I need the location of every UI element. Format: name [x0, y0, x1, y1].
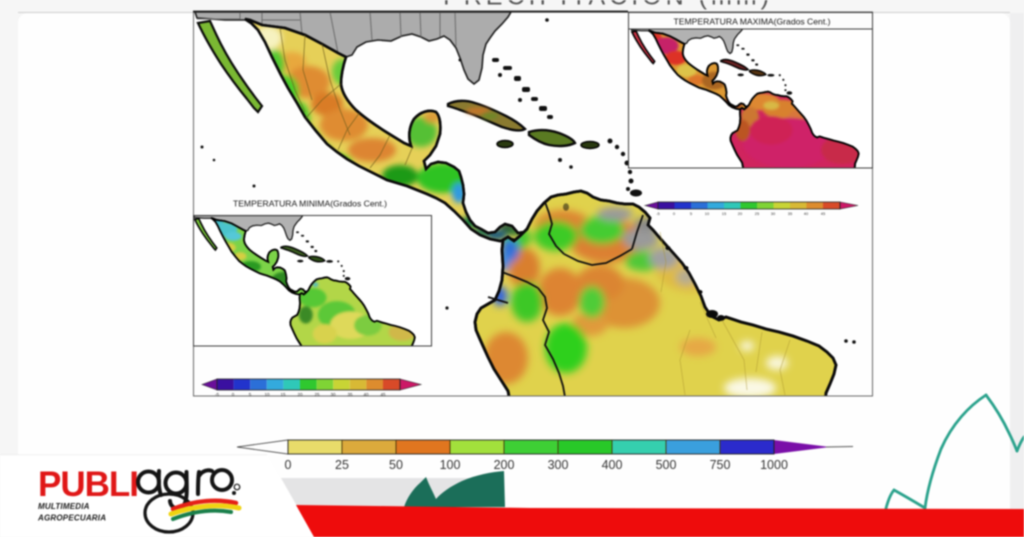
svg-text:200: 200 — [494, 458, 515, 472]
svg-text:PRECIPITACION (mm): PRECIPITACION (mm) — [443, 0, 773, 11]
svg-text:25: 25 — [335, 458, 349, 472]
svg-text:0: 0 — [673, 211, 676, 216]
svg-text:0: 0 — [232, 392, 235, 397]
svg-text:-5: -5 — [656, 211, 660, 216]
svg-text:30: 30 — [330, 392, 336, 397]
svg-text:45: 45 — [821, 211, 826, 216]
svg-text:0: 0 — [285, 458, 292, 472]
svg-text:15: 15 — [722, 211, 727, 216]
svg-text:TEMPERATURA MINIMA(Grados Ce: TEMPERATURA MINIMA(Grados Cent.) — [233, 199, 387, 209]
svg-text:15: 15 — [280, 392, 286, 397]
svg-text:-5: -5 — [215, 392, 219, 397]
svg-text:25: 25 — [314, 392, 320, 397]
svg-text:20: 20 — [297, 392, 303, 397]
svg-text:500: 500 — [656, 458, 677, 472]
svg-text:5: 5 — [690, 211, 693, 216]
svg-text:20: 20 — [738, 211, 743, 216]
svg-text:1000: 1000 — [760, 458, 788, 472]
svg-text:40: 40 — [804, 211, 809, 216]
svg-text:TEMPERATURA MAXIMA(Grados Ce: TEMPERATURA MAXIMA(Grados Cent.) — [674, 17, 831, 27]
svg-text:45: 45 — [380, 392, 386, 397]
svg-text:300: 300 — [548, 458, 569, 472]
svg-text:30: 30 — [771, 211, 776, 216]
svg-text:25: 25 — [755, 211, 760, 216]
svg-text:35: 35 — [347, 392, 353, 397]
svg-text:750: 750 — [710, 458, 731, 472]
svg-text:100: 100 — [440, 458, 461, 472]
svg-text:PUBLI: PUBLI — [38, 465, 138, 504]
svg-text:50: 50 — [389, 458, 403, 472]
svg-text:400: 400 — [602, 458, 623, 472]
svg-text:MULTIMEDIA: MULTIMEDIA — [38, 502, 90, 511]
svg-text:10: 10 — [705, 211, 710, 216]
svg-text:AGROPECUARIA: AGROPECUARIA — [37, 514, 106, 523]
svg-text:5: 5 — [249, 392, 252, 397]
svg-text:40: 40 — [363, 392, 369, 397]
svg-text:10: 10 — [264, 392, 270, 397]
svg-text:35: 35 — [788, 211, 793, 216]
